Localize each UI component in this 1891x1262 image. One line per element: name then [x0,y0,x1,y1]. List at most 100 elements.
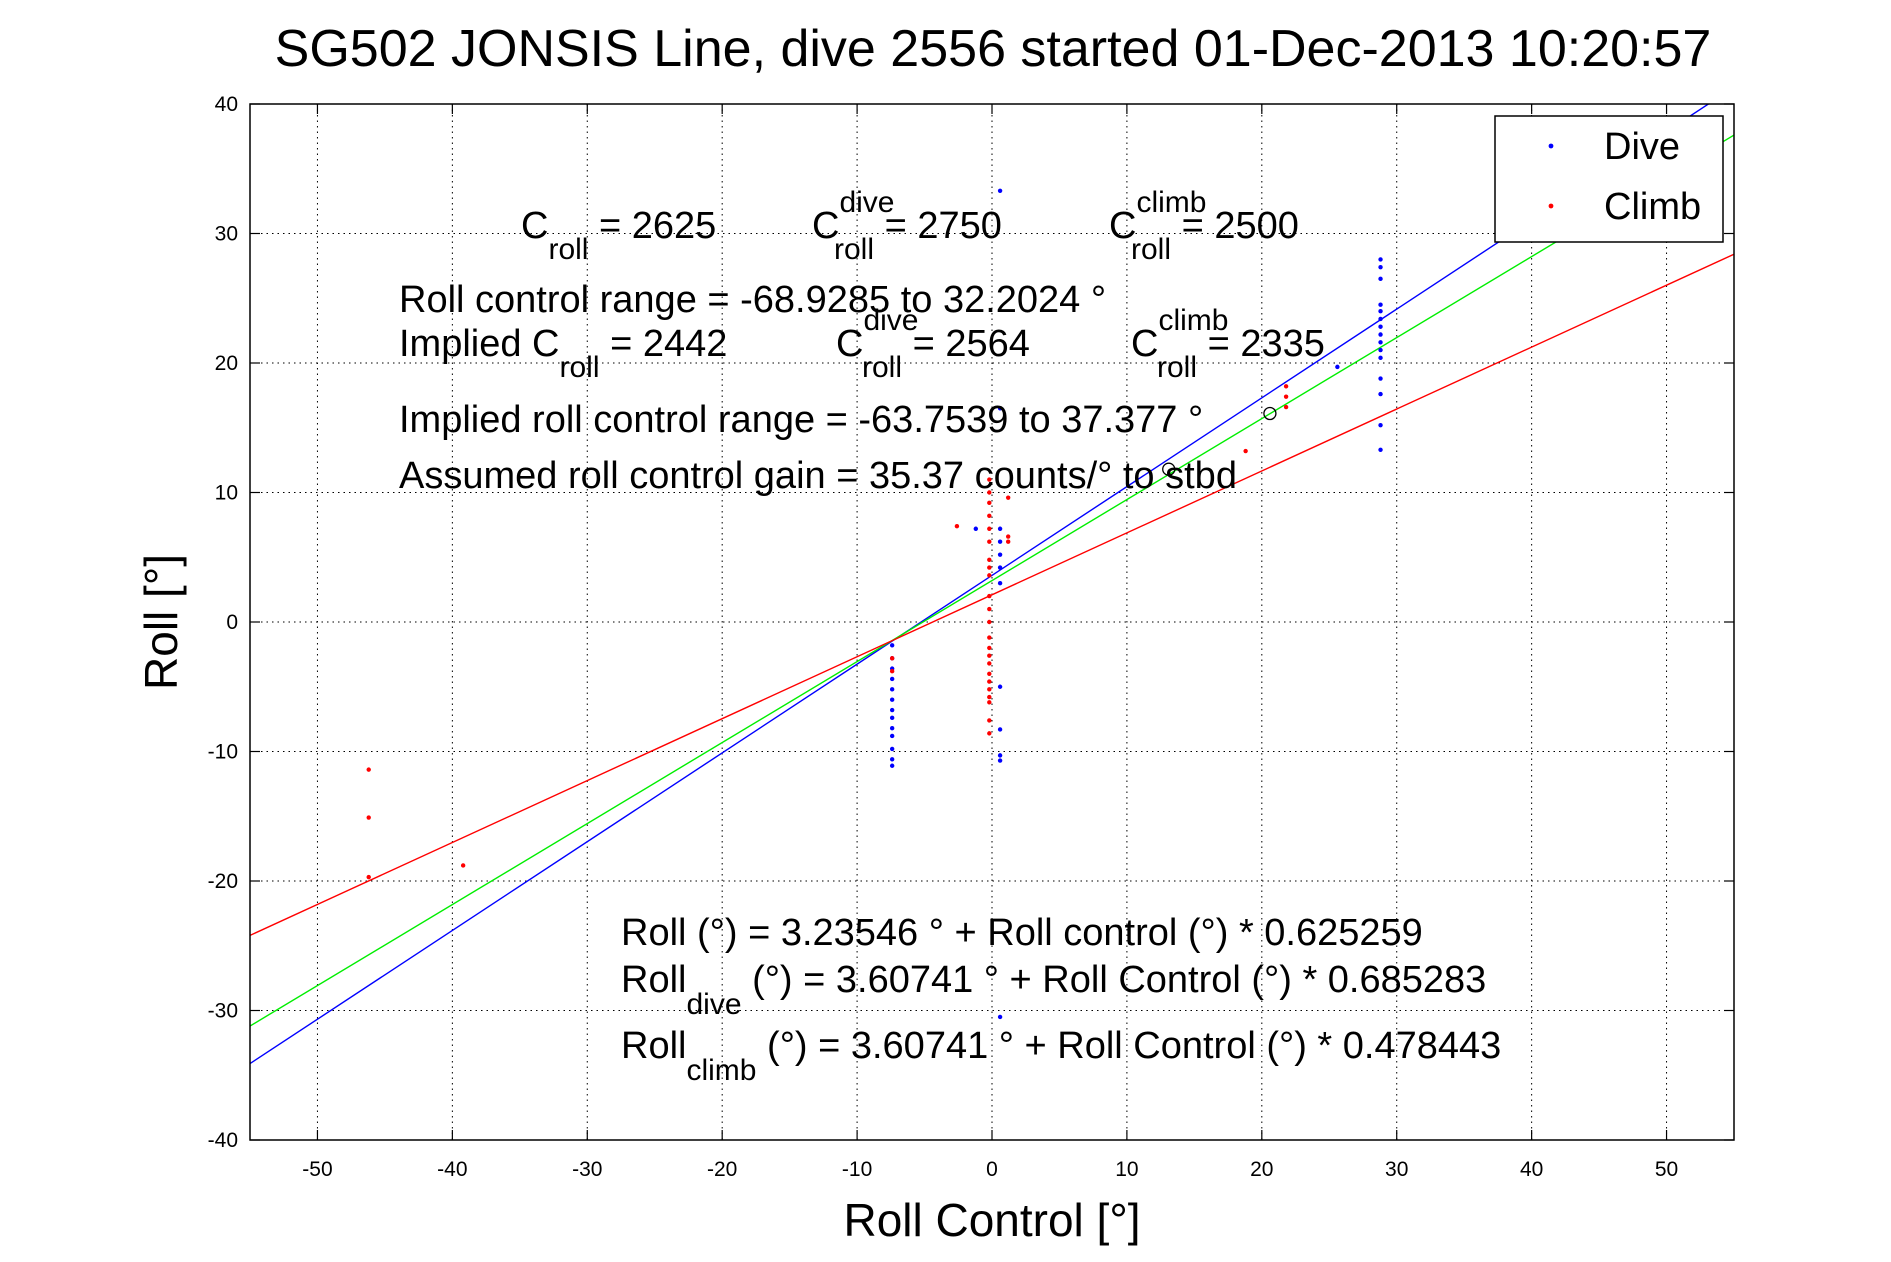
legend-label-dive: Dive [1604,126,1680,168]
climb-point [1243,448,1248,454]
dive-point [1378,302,1383,307]
climb-point [987,679,992,684]
dive-point [997,758,1003,763]
climb-point [1283,384,1289,389]
dive-point [1378,391,1383,397]
y-tick-label: -10 [208,741,238,764]
dive-point [1378,355,1383,361]
climb-point [987,687,992,692]
dive-point [1378,257,1383,262]
implied-constant-term: Cclimb roll = 2335 [1131,304,1325,384]
x-tick-label: 40 [1520,1158,1543,1181]
dive-point [1335,364,1340,370]
x-tick-label: 20 [1250,1158,1273,1181]
fit-equation-overall: Roll (°) = 3.23546 ° + Roll control (°) … [621,912,1423,954]
x-tick-label: -50 [302,1158,332,1181]
dive-point [889,733,895,739]
dive-point [1378,340,1383,345]
constant-term: Cdive roll = 2750 [812,186,1002,266]
constant-term: Croll = 2625 [521,205,716,266]
dive-point [1378,376,1383,381]
climb-point [889,669,895,674]
dive-point [1378,324,1383,329]
dive-point [973,526,979,531]
dive-point [889,715,895,721]
climb-point [987,635,992,640]
dive-point [889,687,895,692]
climb-point [366,767,371,772]
climb-point [987,700,992,705]
climb-point [987,565,992,570]
climb-point [987,694,992,700]
x-tick-label: -40 [437,1158,467,1181]
fit-equation-climb: Rollclimb (°) = 3.60741 ° + Roll Control… [621,1025,1501,1087]
y-tick-label: -30 [208,1000,238,1023]
dive-point [889,707,895,713]
roll-control-range: Roll control range = -68.9285 to 32.2024… [399,279,1106,321]
legend-marker-dive [1548,143,1554,149]
x-tick-label: 50 [1655,1158,1678,1181]
climb-point [987,619,992,625]
climb-point [987,606,992,612]
climb-point [987,573,992,578]
chart-title: SG502 JONSIS Line, dive 2556 started 01-… [275,20,1712,78]
dive-point [997,406,1003,411]
fit-line-00ee00 [250,134,1734,1027]
climb-point [987,526,992,531]
y-axis-label: Roll [°] [135,554,187,690]
climb-point [987,661,992,666]
circle-markers [1162,406,1277,476]
dive-point [1378,276,1383,282]
dive-point [997,1014,1003,1020]
y-tick-label: -40 [208,1129,238,1152]
y-tick-label: -20 [208,870,238,893]
climb-point [987,513,992,519]
data-series [250,104,1734,1065]
dive-point [997,526,1003,531]
dive-point [997,580,1003,586]
climb-point [987,731,992,736]
dive-point [997,552,1003,557]
x-tick-label: -30 [572,1158,602,1181]
climb-point [987,645,992,651]
axis-ticks: -50 -40 -30 -20 -10 0 10 20 30 40 50 -40 -30 -20 -10 0 1… [208,93,1734,1181]
climb-point [987,500,992,506]
climb-point [460,863,466,868]
constant-term: Cclimb roll = 2500 [1109,186,1299,266]
climb-point [366,815,371,820]
dive-point [1378,264,1383,270]
climb-point [987,490,992,495]
y-tick-label: 0 [226,611,238,634]
dive-point [889,757,895,762]
climb-point [1283,394,1289,399]
x-tick-label: -20 [707,1158,737,1181]
dive-point [889,676,895,682]
plot-frame [249,103,1735,1141]
legend-marker-climb [1548,203,1554,209]
implied-constant-term: Implied Croll = 2442 [399,323,727,384]
dive-point [997,539,1003,544]
x-tick-label: -10 [842,1158,872,1181]
dive-point [889,643,895,648]
dive-point [889,746,895,752]
climb-point [987,477,992,482]
dive-point [997,188,1003,193]
climb-point [366,874,371,880]
dive-point [1378,422,1383,428]
implied-constant-term: Cdive roll = 2564 [836,304,1030,384]
climb-point [1005,539,1011,544]
legend: Dive Climb [1494,115,1724,243]
climb-point [987,593,992,599]
legend-box [1494,115,1724,243]
assumed-roll-control-gain: Assumed roll control gain = 35.37 counts… [399,455,1237,497]
climb-point [954,523,960,529]
climb-point [987,671,992,676]
y-tick-label: 40 [215,93,238,116]
climb-point [987,539,992,544]
dive-point [997,565,1003,570]
x-tick-label: 10 [1115,1158,1138,1181]
circle-marker [1263,406,1277,421]
climb-point [1283,404,1289,410]
grid-lines [250,103,1734,1141]
climb-point [987,653,992,658]
